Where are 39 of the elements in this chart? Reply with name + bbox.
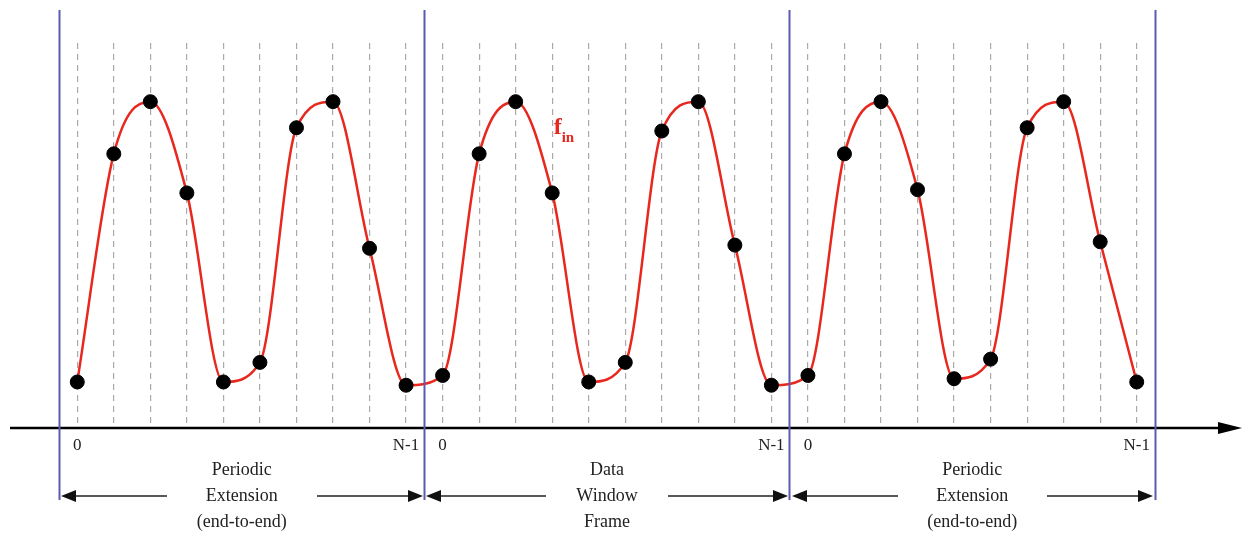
point <box>288 120 304 136</box>
point <box>544 185 560 201</box>
point <box>142 94 158 110</box>
point <box>581 374 597 390</box>
point <box>179 185 195 201</box>
text: Periodic Extension (end-to-end) <box>196 458 287 532</box>
text: Periodic Extension (end-to-end) <box>927 458 1018 532</box>
point <box>1019 120 1035 136</box>
point <box>763 377 779 393</box>
x-tick-label: 0 <box>73 435 82 455</box>
point <box>1092 234 1108 250</box>
point <box>252 354 268 370</box>
x-tick-label: 0 <box>438 435 447 455</box>
point <box>727 237 743 253</box>
point <box>690 94 706 110</box>
point <box>508 94 524 110</box>
point <box>836 146 852 162</box>
point <box>215 374 231 390</box>
point <box>946 371 962 387</box>
point <box>398 377 414 393</box>
point <box>1056 94 1072 110</box>
point <box>873 94 889 110</box>
point <box>435 367 451 383</box>
point <box>654 123 670 139</box>
point <box>1129 374 1145 390</box>
point <box>983 351 999 367</box>
x-tick-label: 0 <box>803 435 813 455</box>
point <box>910 182 926 198</box>
x-tick-label: N-1 <box>392 435 420 455</box>
point <box>617 354 633 370</box>
point <box>362 240 378 256</box>
point <box>69 374 85 390</box>
x-tick-label: N-1 <box>1123 435 1150 455</box>
x-tick-label: N-1 <box>758 435 785 455</box>
text: Data Window Frame <box>576 458 638 531</box>
point <box>471 146 487 162</box>
point <box>325 94 341 110</box>
point <box>800 367 816 383</box>
point <box>106 146 122 162</box>
